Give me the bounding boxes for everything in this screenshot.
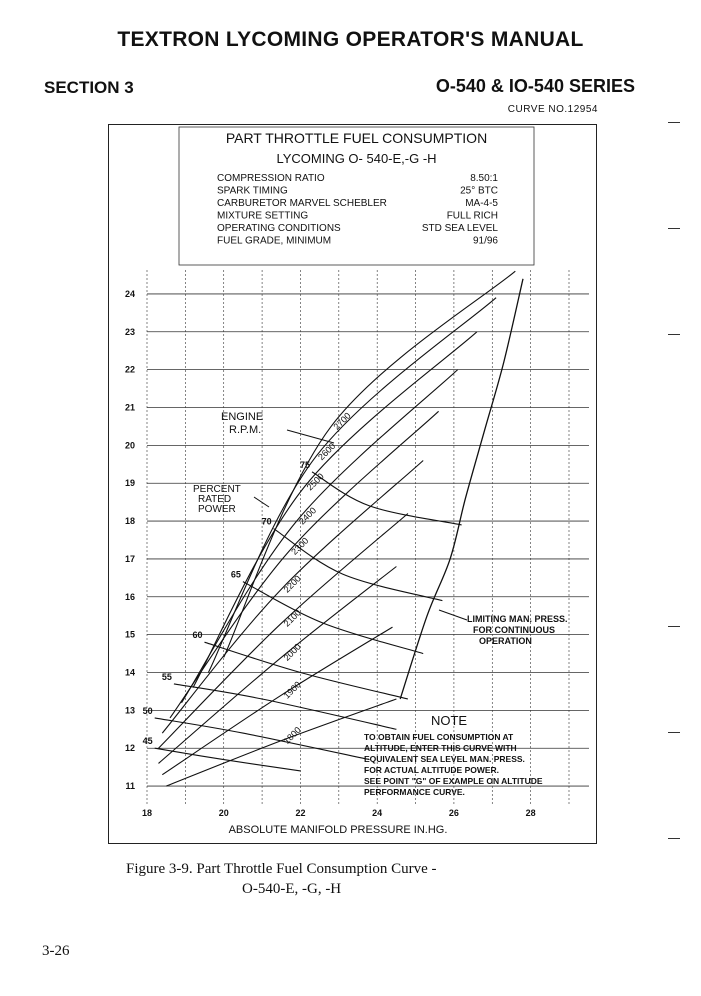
margin-mark xyxy=(668,626,680,627)
margin-mark xyxy=(668,838,680,839)
x-axis-label: ABSOLUTE MANIFOLD PRESSURE IN.HG. xyxy=(229,824,448,836)
power-label-50: 50 xyxy=(143,706,153,716)
chart-title: PART THROTTLE FUEL CONSUMPTION xyxy=(226,130,487,146)
x-tick-label: 26 xyxy=(449,808,459,818)
title-box xyxy=(178,126,535,266)
y-tick-label: 13 xyxy=(125,705,135,715)
margin-mark xyxy=(668,228,680,229)
rpm-curve-2500 xyxy=(192,331,478,688)
series-label: O-540 & IO-540 SERIES xyxy=(435,76,635,96)
power-curve-55 xyxy=(173,683,397,730)
power-curve-60 xyxy=(204,641,409,700)
power-curve-65 xyxy=(242,581,424,655)
spec-value: 25° BTC xyxy=(460,186,498,197)
x-tick-label: 24 xyxy=(372,808,382,818)
power-curve-70 xyxy=(273,528,443,602)
limiting-annotation: OPERATION xyxy=(479,636,532,646)
limiting-arrow xyxy=(438,609,468,621)
rpm-curve-2700 xyxy=(223,270,516,658)
y-tick-label: 15 xyxy=(125,630,135,640)
rpm-label-2000: 2000 xyxy=(282,642,303,663)
note-line: SEE POINT "G" OF EXAMPLE ON ALTITUDE xyxy=(364,776,543,786)
limiting-annotation: FOR CONTINUOUS xyxy=(473,625,555,635)
note-title: NOTE xyxy=(431,713,467,728)
power-curve-50 xyxy=(154,717,370,761)
y-tick-label: 12 xyxy=(125,743,135,753)
y-tick-label: 22 xyxy=(125,365,135,375)
chart-subtitle: LYCOMING O- 540-E,-G -H xyxy=(276,151,436,166)
percent-power-annotation: RATED xyxy=(198,494,231,505)
power-label-55: 55 xyxy=(162,672,172,682)
y-tick-label: 24 xyxy=(125,289,135,299)
y-tick-label: 18 xyxy=(125,516,135,526)
percent-power-annotation: PERCENT xyxy=(193,484,241,495)
figure-caption-line1: Figure 3-9. Part Throttle Fuel Consumpti… xyxy=(126,861,437,877)
limiting-manifold-line xyxy=(399,278,524,700)
rpm-curve-2100 xyxy=(158,513,409,749)
x-tick-label: 20 xyxy=(219,808,229,818)
y-tick-label: 20 xyxy=(125,440,135,450)
power-curve-75 xyxy=(311,471,462,526)
figure-caption-line2: O-540-E, -G, -H xyxy=(242,881,342,897)
power-label-45: 45 xyxy=(143,736,153,746)
power-label-75: 75 xyxy=(300,460,310,470)
margin-mark xyxy=(668,732,680,733)
rpm-label-2200: 2200 xyxy=(282,573,303,594)
rpm-curve-2300 xyxy=(169,410,439,719)
power-label-60: 60 xyxy=(193,630,203,640)
rpm-curve-2000 xyxy=(158,566,397,764)
spec-value: 8.50:1 xyxy=(470,173,498,184)
page-number: 3-26 xyxy=(42,943,70,959)
margin-mark xyxy=(668,334,680,335)
spec-label: FUEL GRADE, MINIMUM xyxy=(217,236,331,247)
spec-value: FULL RICH xyxy=(447,211,498,222)
note-line: FOR ACTUAL ALTITUDE POWER. xyxy=(364,765,499,775)
note-line: ALTITUDE, ENTER THIS CURVE WITH xyxy=(364,743,517,753)
spec-label: COMPRESSION RATIO xyxy=(217,173,325,184)
rpm-label-1900: 1900 xyxy=(282,679,303,700)
spec-label: CARBURETOR MARVEL SCHEBLER xyxy=(217,198,387,209)
note-line: EQUIVALENT SEA LEVEL MAN. PRESS. xyxy=(364,754,525,764)
y-tick-label: 21 xyxy=(125,403,135,413)
power-curve-45 xyxy=(154,747,301,772)
power-label-70: 70 xyxy=(262,517,272,527)
engine-rpm-annotation: R.P.M. xyxy=(229,424,261,436)
y-tick-label: 23 xyxy=(125,327,135,337)
note-line: PERFORMANCE CURVE. xyxy=(364,787,465,797)
power-label-65: 65 xyxy=(231,570,241,580)
rpm-label-2100: 2100 xyxy=(282,607,303,628)
engine-rpm-arrow xyxy=(286,429,335,444)
spec-label: MIXTURE SETTING xyxy=(217,211,308,222)
margin-mark xyxy=(668,122,680,123)
rpm-curve-1800 xyxy=(165,698,397,787)
y-tick-label: 16 xyxy=(125,592,135,602)
rpm-curve-2600 xyxy=(207,297,497,673)
y-tick-label: 14 xyxy=(125,668,135,678)
x-tick-label: 28 xyxy=(526,808,536,818)
y-tick-label: 19 xyxy=(125,478,135,488)
limiting-annotation: LIMITING MAN. PRESS. xyxy=(467,614,568,624)
manual-title: TEXTRON LYCOMING OPERATOR'S MANUAL xyxy=(117,28,584,51)
x-tick-label: 22 xyxy=(295,808,305,818)
curve-number: CURVE NO.12954 xyxy=(507,104,598,115)
spec-label: OPERATING CONDITIONS xyxy=(217,223,341,234)
spec-label: SPARK TIMING xyxy=(217,186,288,197)
chart-frame: 11 12 13 14 15 16 17 18 19 20 21 22 23 24 18 20 22 24 26 28… xyxy=(108,124,597,844)
fuel-consumption-chart: 11 12 13 14 15 16 17 18 19 20 21 22 23 24 18 20 22 24 26 28… xyxy=(125,126,589,836)
spec-value: STD SEA LEVEL xyxy=(422,223,499,234)
rpm-curve-1900 xyxy=(161,626,393,776)
rpm-curve-2200 xyxy=(161,460,424,734)
y-tick-label: 17 xyxy=(125,554,135,564)
spec-value: 91/96 xyxy=(473,236,498,247)
spec-value: MA-4-5 xyxy=(465,198,498,209)
percent-power-annotation: POWER xyxy=(198,504,236,515)
x-tick-label: 18 xyxy=(142,808,152,818)
engine-rpm-annotation: ENGINE xyxy=(221,411,263,423)
percent-power-arrow xyxy=(253,496,270,508)
y-tick-label: 11 xyxy=(125,781,135,791)
rpm-label-2700: 2700 xyxy=(331,411,352,432)
note-line: TO OBTAIN FUEL CONSUMPTION AT xyxy=(364,732,514,742)
section-label: SECTION 3 xyxy=(44,78,134,97)
